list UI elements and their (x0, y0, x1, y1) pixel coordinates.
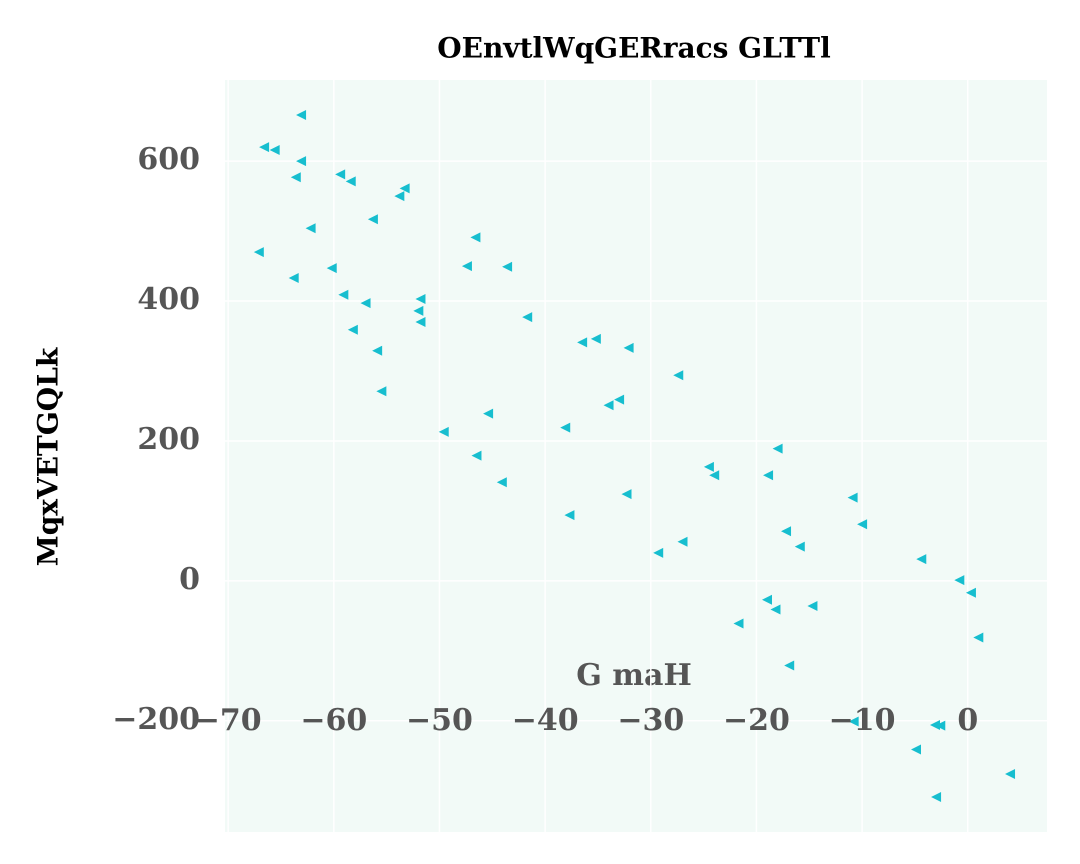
scatter-point (965, 587, 976, 598)
chart-title: OEnvtlWqGERracs GLTTl (437, 32, 831, 65)
scatter-point (360, 298, 371, 309)
y-tick-label: −200 (112, 702, 200, 737)
scatter-point (305, 223, 316, 234)
scatter-point (954, 575, 965, 586)
scatter-point (653, 547, 664, 558)
x-tick-label: 0 (957, 703, 978, 738)
x-tick-label: −50 (406, 703, 473, 738)
x-tick-label: −30 (617, 703, 684, 738)
scatter-point (470, 232, 481, 243)
scatter-point (253, 247, 264, 258)
x-tick-label: −40 (512, 703, 579, 738)
plot-area (225, 80, 1047, 832)
scatter-point (733, 618, 744, 629)
scatter-point (335, 169, 346, 180)
y-tick-label: 400 (137, 282, 200, 317)
y-tick-label: 0 (179, 562, 200, 597)
scatter-point (338, 289, 349, 300)
scatter-point (438, 426, 449, 437)
scatter-point (931, 792, 942, 803)
scatter-point (673, 370, 684, 381)
x-tick-label: −20 (723, 703, 790, 738)
scatter-point (345, 176, 356, 187)
scatter-point (372, 345, 383, 356)
scatter-point (296, 156, 307, 167)
scatter-point (269, 144, 280, 155)
scatter-point (703, 461, 714, 472)
scatter-point (677, 536, 688, 547)
scatter-point (1005, 768, 1016, 779)
scatter-point (762, 594, 773, 605)
scatter-point (973, 632, 984, 643)
scatter-point (471, 450, 482, 461)
y-tick-label: 200 (137, 422, 200, 457)
scatter-point (413, 305, 424, 316)
scatter-point (848, 716, 859, 727)
scatter-point (288, 272, 299, 283)
scatter-point (259, 142, 270, 153)
scatter-point (496, 477, 507, 488)
x-tick-label: −70 (195, 703, 262, 738)
y-tick-label: 600 (137, 142, 200, 177)
scatter-point (770, 604, 781, 615)
scatter-point (483, 408, 494, 419)
scatter-point (415, 317, 426, 328)
y-axis-label: MqxVETGQLk (32, 347, 65, 566)
scatter-point (847, 492, 858, 503)
scatter-point (399, 183, 410, 194)
scatter-point (461, 261, 472, 272)
scatter-point (415, 293, 426, 304)
scatter-point (935, 720, 946, 731)
scatter-point (376, 386, 387, 397)
scatter-point (784, 660, 795, 671)
scatter-point (772, 443, 783, 454)
scatter-point (394, 191, 405, 202)
x-tick-label: −60 (300, 703, 367, 738)
x-axis-label: G maH (576, 658, 692, 693)
scatter-point (910, 744, 921, 755)
scatter-point (577, 337, 588, 348)
scatter-point (916, 554, 927, 565)
scatter-point (807, 601, 818, 612)
scatter-point (347, 324, 358, 335)
scatter-point (564, 510, 575, 521)
scatter-point (522, 312, 533, 323)
scatter-point (621, 489, 632, 500)
scatter-point (590, 333, 601, 344)
scatter-point (857, 519, 868, 530)
x-tick-label: −10 (829, 703, 896, 738)
scatter-point (930, 719, 941, 730)
scatter-point (763, 470, 774, 481)
scatter-point (560, 422, 571, 433)
scatter-point (614, 394, 625, 405)
scatter-point (502, 261, 513, 272)
scatter-point (709, 470, 720, 481)
scatter-point (326, 263, 337, 274)
scatter-point (603, 400, 614, 411)
scatter-point (296, 109, 307, 120)
scatter-point (623, 342, 634, 353)
scatter-point (794, 541, 805, 552)
scatter-point (781, 526, 792, 537)
scatter-point (290, 172, 301, 183)
scatter-point (367, 214, 378, 225)
